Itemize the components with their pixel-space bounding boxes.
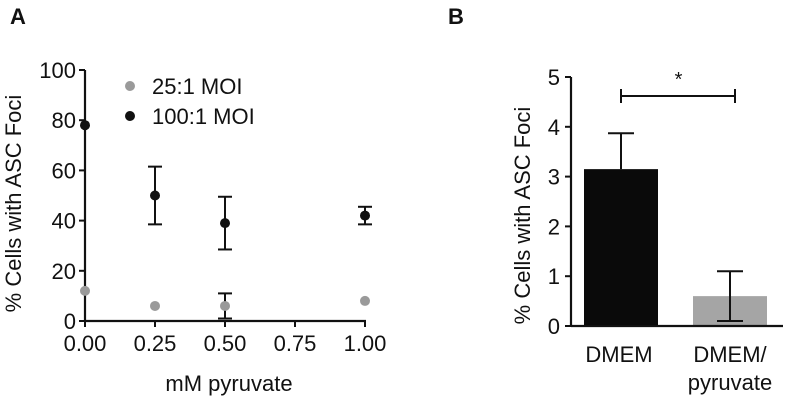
y-tick-label-a: 100 xyxy=(39,58,76,83)
y-tick-label-b: 3 xyxy=(548,165,560,190)
y-tick-label-a: 20 xyxy=(52,259,76,284)
category-label-1: DMEM xyxy=(585,342,652,367)
y-tick-label-a: 40 xyxy=(52,209,76,234)
data-point-series-1 xyxy=(360,295,370,306)
legend-label-2: 100:1 MOI xyxy=(152,104,255,129)
y-tick-label-b: 0 xyxy=(548,314,560,339)
x-axis-label-a: mM pyruvate xyxy=(165,371,292,396)
data-point-series-2 xyxy=(360,210,370,221)
legend-marker-2 xyxy=(125,111,135,121)
data-point-series-2 xyxy=(150,190,160,201)
y-axis-label-b: % Cells with ASC Foci xyxy=(510,107,535,325)
category-label-2: pyruvate xyxy=(688,370,772,395)
x-tick-label-a: 1.00 xyxy=(344,331,387,356)
data-point-series-1 xyxy=(150,300,160,311)
x-tick-label-a: 0.50 xyxy=(204,331,247,356)
panel-label-b: B xyxy=(448,4,464,29)
y-tick-label-b: 1 xyxy=(548,264,560,289)
y-tick-label-a: 60 xyxy=(52,158,76,183)
bar-1 xyxy=(584,169,658,326)
data-point-series-2 xyxy=(220,218,230,229)
y-tick-label-b: 2 xyxy=(548,214,560,239)
y-tick-label-a: 80 xyxy=(52,108,76,133)
y-tick-label-a: 0 xyxy=(64,309,76,334)
panel-label-a: A xyxy=(10,4,26,29)
x-tick-label-a: 0.75 xyxy=(274,331,317,356)
x-tick-label-a: 0.00 xyxy=(64,331,107,356)
legend-marker-1 xyxy=(125,81,135,91)
x-tick-label-a: 0.25 xyxy=(134,331,177,356)
data-point-series-1 xyxy=(80,285,90,296)
data-point-series-1 xyxy=(220,300,230,311)
category-label-2: DMEM/ xyxy=(693,342,767,367)
y-axis-label-a: % Cells with ASC Foci xyxy=(1,95,26,313)
legend-label-1: 25:1 MOI xyxy=(152,74,242,99)
significance-star: * xyxy=(675,69,683,91)
data-point-series-2 xyxy=(80,120,90,131)
y-tick-label-b: 5 xyxy=(548,65,560,90)
y-tick-label-b: 4 xyxy=(548,115,560,140)
